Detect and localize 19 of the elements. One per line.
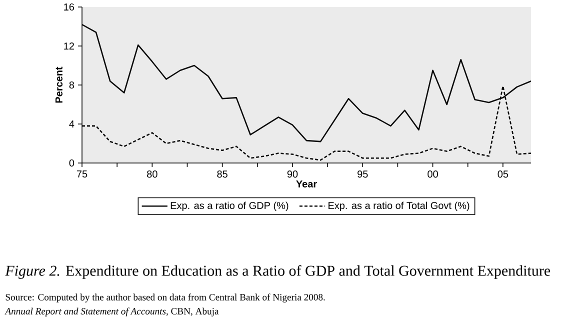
x-tick-label: 75 (76, 170, 88, 178)
x-tick-label: 00 (428, 170, 438, 178)
y-tick-label: 4 (69, 120, 74, 128)
x-tick-label: 90 (287, 170, 298, 178)
y-tick-label: 16 (64, 3, 74, 11)
source-note: Source: Computed by the author based on data from Central Bank of Nigeria 2008. (6, 294, 325, 302)
y-tick-label: 0 (69, 159, 74, 167)
y-tick-label: 12 (64, 42, 74, 50)
legend-label: Exp. as a ratio of GDP (%) (170, 202, 288, 212)
y-tick-label: 8 (69, 81, 74, 89)
text: Annual Report and Statement of Accounts, CBN, Abuja (4, 308, 219, 316)
x-tick-label: 80 (147, 170, 158, 178)
text: Figure 2. Expenditure on Education as a Ratio of GDP and Total Government Expenditure (5, 265, 550, 279)
x-tick-label: 05 (498, 170, 508, 178)
x-axis-title: Year (296, 180, 317, 188)
x-tick-label: 95 (358, 170, 368, 178)
legend-label: Exp. as a ratio of Total Govt (%) (328, 202, 470, 212)
x-tick-label: 85 (217, 170, 228, 178)
y-axis-title: Percent (55, 66, 62, 103)
